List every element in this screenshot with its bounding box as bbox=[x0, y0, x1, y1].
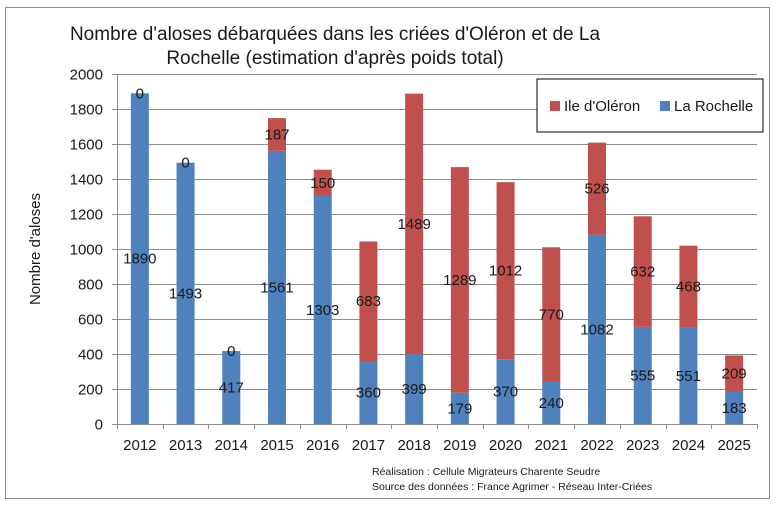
bar-la-rochelle-2016 bbox=[313, 195, 332, 424]
y-tick-label-400: 400 bbox=[78, 347, 103, 364]
data-label-ile-doleron-2015: 187 bbox=[264, 126, 289, 143]
data-label-la-rochelle-2025: 183 bbox=[722, 400, 747, 417]
data-label-la-rochelle-2019: 179 bbox=[447, 400, 472, 417]
x-tick-label-2019: 2019 bbox=[443, 437, 476, 454]
x-tick-label-2016: 2016 bbox=[306, 437, 339, 454]
y-tick-label-2000: 2000 bbox=[70, 67, 103, 84]
x-tick-label-2023: 2023 bbox=[626, 437, 659, 454]
legend: Ile d'Oléron La Rochelle bbox=[536, 78, 764, 133]
data-label-ile-doleron-2023: 632 bbox=[630, 264, 655, 281]
data-label-la-rochelle-2016: 1303 bbox=[306, 302, 339, 319]
data-label-ile-doleron-2021: 770 bbox=[539, 307, 564, 324]
data-label-ile-doleron-2014: 0 bbox=[227, 343, 235, 360]
x-axis-ticks: 2012 2013 2014 2015 2016 2017 2018 2019 2020 2021… bbox=[117, 424, 758, 454]
footer-source: Source des données : France Agrimer - Ré… bbox=[372, 481, 652, 493]
data-label-la-rochelle-2013: 1493 bbox=[169, 285, 202, 302]
bar-ile-doleron-2016 bbox=[313, 169, 332, 196]
x-tick-label-2013: 2013 bbox=[169, 437, 202, 454]
data-label-la-rochelle-2015: 1561 bbox=[260, 279, 293, 296]
data-label-la-rochelle-2022: 1082 bbox=[580, 321, 613, 338]
footer-realisation: Réalisation : Cellule Migrateurs Charent… bbox=[372, 466, 600, 478]
bar-la-rochelle-2025 bbox=[725, 391, 744, 424]
data-label-la-rochelle-2023: 555 bbox=[630, 367, 655, 384]
x-tick-label-2020: 2020 bbox=[489, 437, 522, 454]
bar-la-rochelle-2018 bbox=[405, 354, 424, 424]
legend-label-la-rochelle: La Rochelle bbox=[674, 98, 753, 115]
data-label-la-rochelle-2024: 551 bbox=[676, 368, 701, 385]
x-tick-label-2022: 2022 bbox=[580, 437, 613, 454]
y-tick-label-200: 200 bbox=[78, 382, 103, 399]
data-label-ile-doleron-2022: 526 bbox=[584, 181, 609, 198]
data-label-la-rochelle-2018: 399 bbox=[402, 381, 427, 398]
bar-la-rochelle-2012 bbox=[130, 93, 149, 424]
bar-la-rochelle-2014 bbox=[222, 351, 241, 424]
x-tick-label-2024: 2024 bbox=[672, 437, 705, 454]
footer: Réalisation : Cellule Migrateurs Charent… bbox=[372, 466, 652, 493]
data-label-la-rochelle-2012: 1890 bbox=[123, 251, 156, 268]
data-label-la-rochelle-2021: 240 bbox=[539, 395, 564, 412]
bar-ile-doleron-2024 bbox=[679, 245, 698, 328]
bar-la-rochelle-2013 bbox=[176, 162, 195, 424]
data-label-ile-doleron-2024: 468 bbox=[676, 279, 701, 296]
y-tick-label-1000: 1000 bbox=[70, 242, 103, 259]
y-tick-label-1800: 1800 bbox=[70, 102, 103, 119]
chart-title-line-1: Nombre d'aloses débarquées dans les crié… bbox=[70, 24, 601, 45]
x-tick-label-2017: 2017 bbox=[352, 437, 385, 454]
bars bbox=[130, 93, 744, 424]
bar-la-rochelle-2022 bbox=[588, 234, 606, 424]
bar-ile-doleron-2022 bbox=[588, 142, 606, 235]
bar-ile-doleron-2020 bbox=[496, 182, 515, 360]
y-tick-label-1200: 1200 bbox=[70, 207, 103, 224]
data-label-ile-doleron-2017: 683 bbox=[356, 293, 381, 310]
data-label-ile-doleron-2019: 1289 bbox=[443, 272, 476, 289]
y-axis-ticks: 0 200 400 600 800 1000 1200 1400 1600 1800 2000 bbox=[70, 67, 118, 434]
bar-ile-doleron-2019 bbox=[450, 167, 469, 393]
bar-la-rochelle-2024 bbox=[679, 327, 698, 424]
data-label-la-rochelle-2017: 360 bbox=[356, 385, 381, 402]
y-tick-label-0: 0 bbox=[95, 417, 103, 434]
bar-la-rochelle-2017 bbox=[359, 361, 378, 424]
data-label-ile-doleron-2016: 150 bbox=[310, 175, 335, 192]
bar-ile-doleron-2023 bbox=[633, 216, 652, 327]
bar-ile-doleron-2025 bbox=[725, 355, 744, 392]
data-label-ile-doleron-2020: 1012 bbox=[489, 263, 522, 280]
x-tick-label-2021: 2021 bbox=[535, 437, 568, 454]
legend-swatch-ile-doleron bbox=[550, 101, 560, 111]
y-tick-label-800: 800 bbox=[78, 277, 103, 294]
bar-la-rochelle-2019 bbox=[450, 392, 469, 424]
chart-title: Nombre d'aloses débarquées dans les crié… bbox=[70, 24, 601, 69]
x-tick-label-2025: 2025 bbox=[717, 437, 750, 454]
data-label-la-rochelle-2020: 370 bbox=[493, 384, 518, 401]
chart-title-line-2: Rochelle (estimation d'après poids total… bbox=[166, 48, 503, 69]
bar-la-rochelle-2015 bbox=[268, 150, 286, 424]
x-tick-label-2018: 2018 bbox=[397, 437, 430, 454]
data-label-la-rochelle-2014: 417 bbox=[219, 380, 244, 397]
bar-ile-doleron-2021 bbox=[542, 247, 561, 382]
y-axis-title: Nombre d'aloses bbox=[27, 193, 44, 305]
y-tick-label-600: 600 bbox=[78, 312, 103, 329]
data-label-ile-doleron-2012: 0 bbox=[136, 85, 144, 102]
y-tick-label-1600: 1600 bbox=[70, 137, 103, 154]
legend-swatch-la-rochelle bbox=[660, 101, 670, 111]
bar-ile-doleron-2018 bbox=[405, 93, 424, 355]
bar-la-rochelle-2021 bbox=[542, 382, 561, 424]
x-tick-label-2012: 2012 bbox=[123, 437, 156, 454]
data-label-ile-doleron-2025: 209 bbox=[722, 366, 747, 383]
x-tick-label-2015: 2015 bbox=[260, 437, 293, 454]
data-labels: 1890 0 1493 0 417 0 1561 187 1303 150 360 683 399 148… bbox=[123, 85, 746, 417]
legend-label-ile-doleron: Ile d'Oléron bbox=[564, 98, 640, 115]
bar-ile-doleron-2017 bbox=[359, 241, 378, 361]
data-label-ile-doleron-2013: 0 bbox=[181, 155, 189, 172]
legend-box bbox=[536, 78, 764, 133]
bar-ile-doleron-2015 bbox=[268, 118, 286, 151]
bar-la-rochelle-2020 bbox=[496, 359, 515, 424]
data-label-ile-doleron-2018: 1489 bbox=[397, 216, 430, 233]
x-tick-label-2014: 2014 bbox=[215, 437, 248, 454]
bar-la-rochelle-2023 bbox=[633, 326, 652, 424]
y-tick-label-1400: 1400 bbox=[70, 172, 103, 189]
